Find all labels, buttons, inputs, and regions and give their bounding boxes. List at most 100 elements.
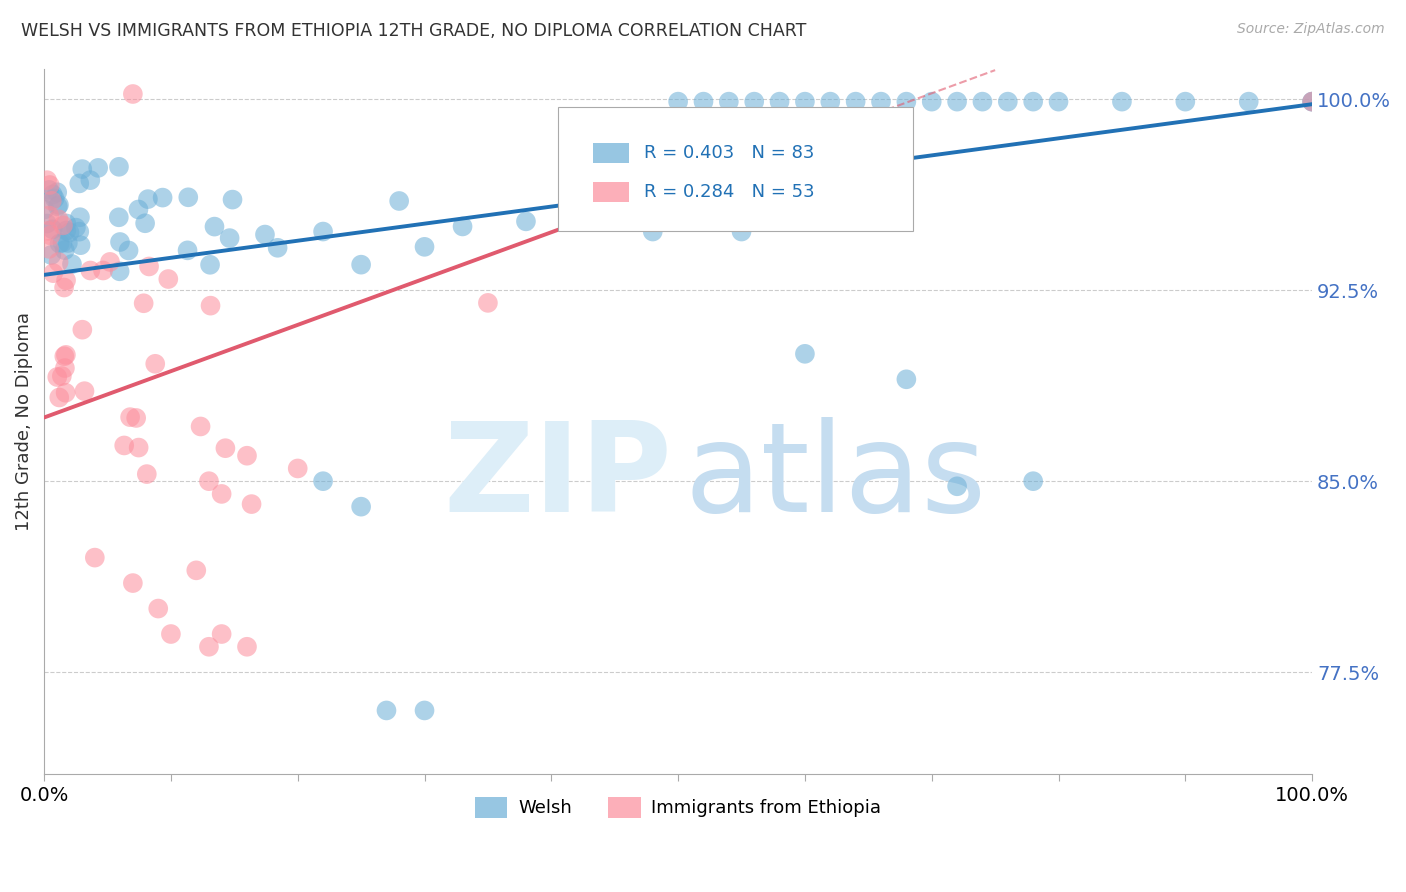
Point: [51, 235, 73, 250]
Point: [38, 209, 60, 223]
Point: [870, 95, 893, 109]
Point: [138, 260, 160, 274]
Point: [240, 497, 263, 511]
Point: [67, 225, 90, 239]
Point: [42, 266, 65, 280]
Point: [1022, 95, 1045, 109]
Point: [666, 95, 689, 109]
Point: [253, 227, 276, 242]
Point: [127, 202, 149, 217]
Point: [641, 225, 664, 239]
Point: [388, 194, 411, 208]
Point: [186, 563, 208, 577]
Point: [38, 178, 60, 192]
Point: [120, 410, 142, 425]
Point: [375, 703, 398, 717]
Point: [46, 370, 69, 384]
Point: [69, 238, 91, 252]
Point: [236, 449, 259, 463]
Point: [41, 222, 63, 236]
Point: [87, 161, 110, 175]
FancyBboxPatch shape: [593, 182, 628, 202]
Point: [53, 349, 76, 363]
Point: [214, 441, 236, 455]
Point: [41, 194, 63, 208]
Point: [73, 384, 96, 399]
Point: [48, 391, 70, 405]
Point: [136, 192, 159, 206]
Point: [34, 202, 56, 217]
Point: [148, 601, 170, 615]
Point: [515, 214, 537, 228]
Text: R = 0.403   N = 83: R = 0.403 N = 83: [644, 145, 814, 162]
Point: [266, 241, 288, 255]
Point: [39, 248, 62, 262]
Point: [48, 198, 70, 212]
Point: [198, 258, 221, 272]
Point: [58, 226, 80, 240]
Point: [845, 95, 868, 109]
Point: [413, 703, 436, 717]
Point: [67, 177, 90, 191]
Point: [896, 95, 918, 109]
Point: [60, 257, 83, 271]
Point: [204, 219, 226, 234]
Point: [157, 272, 180, 286]
Point: [48, 236, 70, 251]
Point: [793, 95, 815, 109]
Point: [35, 217, 58, 231]
Point: [1301, 95, 1323, 109]
Point: [135, 467, 157, 481]
Point: [236, 640, 259, 654]
Point: [72, 162, 94, 177]
Point: [211, 487, 233, 501]
Point: [1047, 95, 1070, 109]
Point: [1111, 95, 1133, 109]
Point: [190, 419, 212, 434]
Point: [48, 255, 70, 269]
Point: [717, 95, 740, 109]
Point: [730, 225, 752, 239]
Point: [921, 95, 943, 109]
Point: [117, 244, 139, 258]
Point: [896, 372, 918, 386]
Point: [122, 87, 145, 101]
Point: [134, 216, 156, 230]
Point: [565, 194, 588, 208]
Point: [55, 273, 77, 287]
Point: [53, 243, 76, 257]
Point: [122, 576, 145, 591]
Point: [198, 474, 221, 488]
Point: [768, 95, 790, 109]
Point: [742, 95, 765, 109]
Point: [972, 95, 994, 109]
Point: [38, 242, 60, 256]
Point: [477, 296, 499, 310]
Point: [35, 173, 58, 187]
Point: [79, 263, 101, 277]
Point: [451, 219, 474, 234]
Point: [108, 160, 131, 174]
Point: [132, 296, 155, 310]
Point: [1301, 95, 1323, 109]
Point: [997, 95, 1019, 109]
Point: [112, 438, 135, 452]
FancyBboxPatch shape: [558, 107, 912, 231]
Point: [176, 244, 198, 258]
Point: [39, 228, 62, 243]
Point: [793, 347, 815, 361]
Point: [350, 258, 373, 272]
Point: [160, 627, 183, 641]
Point: [125, 411, 148, 425]
Point: [46, 199, 69, 213]
Text: ZIP: ZIP: [443, 417, 672, 538]
Point: [666, 194, 689, 208]
Text: Source: ZipAtlas.com: Source: ZipAtlas.com: [1237, 22, 1385, 37]
Point: [52, 219, 75, 233]
Point: [55, 385, 77, 400]
Point: [55, 223, 77, 237]
Point: [98, 255, 121, 269]
Y-axis label: 12th Grade, No Diploma: 12th Grade, No Diploma: [15, 312, 32, 531]
Point: [83, 550, 105, 565]
Point: [312, 474, 335, 488]
